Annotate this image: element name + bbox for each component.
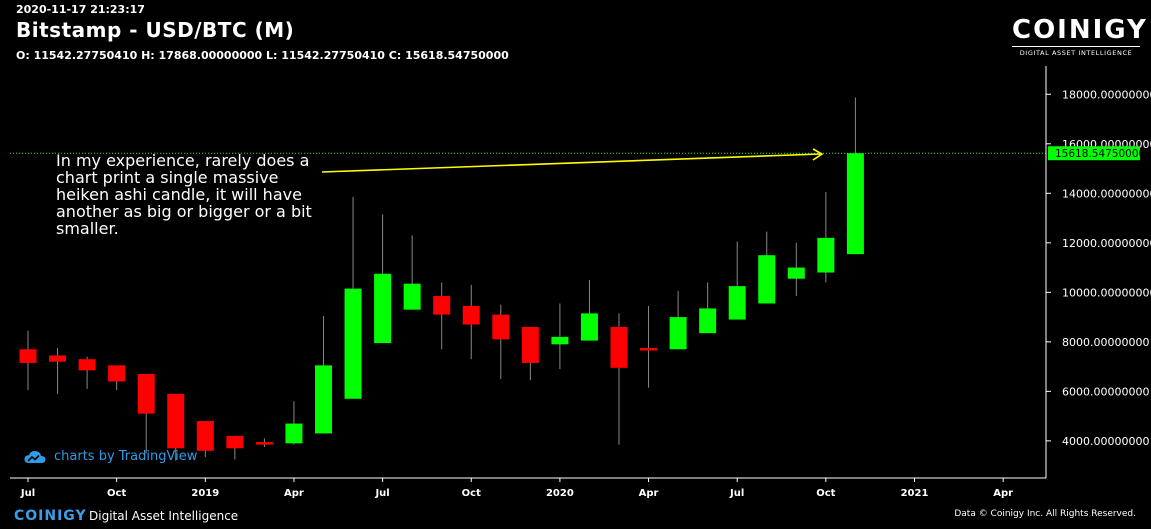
candle bbox=[226, 435, 244, 460]
candle-body bbox=[285, 423, 303, 444]
y-tick-label: 6000.00000000 bbox=[1062, 385, 1149, 398]
tradingview-cloud-icon bbox=[24, 450, 46, 463]
x-tick-label: Jul bbox=[374, 488, 389, 499]
candle bbox=[108, 365, 126, 391]
x-tick-label: 2021 bbox=[901, 488, 929, 499]
y-tick-label: 8000.00000000 bbox=[1062, 336, 1149, 349]
candle-body bbox=[196, 421, 214, 451]
x-tick-label: Apr bbox=[639, 488, 659, 499]
candle bbox=[433, 282, 451, 350]
candle-body bbox=[226, 435, 244, 449]
last-price-tag: 15618.54750000 bbox=[1048, 146, 1145, 161]
candle bbox=[255, 438, 273, 448]
candle bbox=[49, 348, 67, 394]
coinigy-logo: COINIGY DIGITAL ASSET INTELLIGENCE bbox=[1012, 15, 1148, 57]
candle-body bbox=[137, 374, 155, 414]
candle bbox=[19, 330, 37, 391]
candle-body bbox=[433, 296, 451, 315]
candle bbox=[196, 421, 214, 457]
candle-body bbox=[846, 153, 864, 255]
candle bbox=[344, 197, 362, 399]
x-tick-label: 2020 bbox=[546, 488, 574, 499]
x-tick-label: Oct bbox=[816, 488, 835, 499]
candle-body bbox=[669, 317, 687, 350]
candle-body bbox=[787, 267, 805, 279]
candle-body bbox=[728, 286, 746, 320]
candle-body bbox=[551, 336, 569, 345]
candle-body bbox=[255, 442, 273, 445]
logo-wordmark: COINIGY bbox=[1012, 15, 1148, 45]
candle bbox=[728, 241, 746, 320]
candle bbox=[640, 305, 658, 388]
candle bbox=[78, 356, 96, 389]
tradingview-label[interactable]: charts by TradingView bbox=[54, 449, 198, 464]
candle bbox=[610, 313, 628, 445]
candle-body bbox=[521, 326, 539, 363]
candle bbox=[137, 374, 155, 454]
candle-body bbox=[699, 308, 717, 334]
annotation-text: In my experience, rarely does a chart pr… bbox=[56, 151, 312, 238]
candle bbox=[492, 304, 510, 379]
y-tick-label: 14000.00000000 bbox=[1062, 187, 1151, 200]
y-tick-label: 18000.00000000 bbox=[1062, 88, 1151, 101]
footer-tagline: Digital Asset Intelligence bbox=[89, 509, 239, 523]
candle-body bbox=[580, 313, 598, 341]
y-tick-label: 10000.00000000 bbox=[1062, 286, 1151, 299]
candle bbox=[167, 393, 185, 461]
footer-copyright: Data © Coinigy Inc. All Rights Reserved. bbox=[954, 509, 1136, 519]
candle bbox=[846, 97, 864, 255]
x-tick-label: Apr bbox=[284, 488, 304, 499]
candle bbox=[551, 303, 569, 370]
x-tick-label: Jul bbox=[729, 488, 744, 499]
annotation-arrowhead bbox=[812, 148, 824, 161]
candle-body bbox=[344, 288, 362, 399]
y-tick-label: 4000.00000000 bbox=[1062, 435, 1149, 448]
candle-body bbox=[462, 305, 480, 325]
candle-body bbox=[640, 348, 658, 351]
candle-body bbox=[167, 393, 185, 449]
x-tick-label: 2019 bbox=[191, 488, 219, 499]
logo-tagline: DIGITAL ASSET INTELLIGENCE bbox=[1012, 46, 1140, 57]
tradingview-attribution[interactable]: charts by TradingView bbox=[24, 449, 197, 464]
candle bbox=[462, 284, 480, 360]
candle-body bbox=[610, 326, 628, 368]
candle bbox=[521, 326, 539, 381]
chart-title: Bitstamp - USD/BTC (M) bbox=[16, 18, 295, 42]
candle-body bbox=[78, 359, 96, 371]
candle-body bbox=[49, 355, 67, 362]
candle-body bbox=[315, 365, 332, 434]
last-price-label: 15618.54750000 bbox=[1055, 148, 1145, 160]
candle bbox=[315, 315, 332, 434]
candle bbox=[403, 235, 421, 310]
candle bbox=[787, 242, 805, 297]
annotation-arrow bbox=[321, 153, 821, 173]
candle bbox=[669, 291, 687, 350]
candle-body bbox=[374, 273, 392, 344]
candle-body bbox=[108, 365, 126, 382]
x-tick-label: Oct bbox=[462, 488, 481, 499]
y-tick-label: 12000.00000000 bbox=[1062, 237, 1151, 250]
candle bbox=[817, 192, 835, 283]
x-tick-label: Oct bbox=[107, 488, 126, 499]
candle bbox=[758, 231, 776, 304]
ohlc-readout: O: 11542.27750410 H: 17868.00000000 L: 1… bbox=[16, 49, 509, 62]
timestamp: 2020-11-17 21:23:17 bbox=[16, 3, 145, 16]
candle-body bbox=[403, 283, 421, 310]
footer-coinigy-logo: COINIGY bbox=[14, 508, 87, 524]
candle bbox=[699, 282, 717, 334]
candle bbox=[285, 401, 303, 445]
candle bbox=[374, 214, 392, 344]
x-tick-label: Apr bbox=[993, 488, 1013, 499]
candle-body bbox=[492, 314, 510, 340]
candle-body bbox=[817, 237, 835, 273]
last-price-tag-bg bbox=[1048, 146, 1140, 161]
candle bbox=[580, 279, 598, 341]
candle-body bbox=[758, 255, 776, 304]
candle-body bbox=[19, 349, 37, 363]
x-tick-label: Jul bbox=[20, 488, 35, 499]
